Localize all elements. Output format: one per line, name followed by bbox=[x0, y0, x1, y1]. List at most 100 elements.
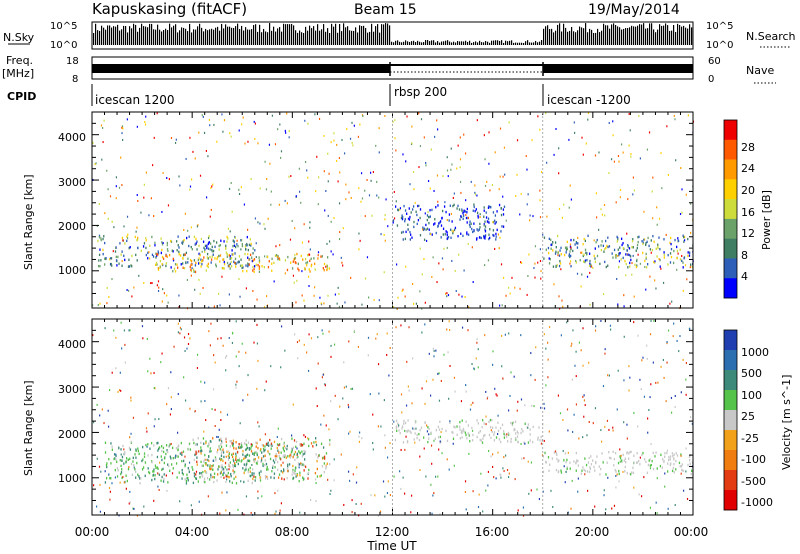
echo-mark bbox=[547, 376, 549, 379]
echo-mark bbox=[304, 160, 307, 163]
echo-mark bbox=[238, 365, 240, 368]
echo-mark bbox=[405, 404, 408, 407]
echo-mark bbox=[361, 303, 363, 306]
echo-mark bbox=[413, 438, 415, 441]
echo-mark bbox=[408, 218, 411, 221]
echo-mark bbox=[99, 248, 101, 251]
nsky-bar bbox=[527, 40, 529, 45]
nsky-bar bbox=[155, 29, 157, 45]
echo-mark bbox=[301, 455, 304, 458]
echo-mark bbox=[303, 343, 305, 346]
echo-mark bbox=[394, 137, 396, 140]
echo-mark bbox=[306, 169, 308, 172]
echo-mark bbox=[202, 470, 204, 474]
echo-mark bbox=[284, 446, 287, 450]
echo-mark bbox=[395, 426, 398, 430]
echo-mark bbox=[205, 441, 207, 445]
echo-mark bbox=[232, 466, 235, 469]
echo-mark bbox=[282, 448, 285, 451]
echo-mark bbox=[136, 238, 139, 241]
echo-mark bbox=[379, 510, 382, 513]
nsky-bar bbox=[361, 25, 363, 45]
echo-mark bbox=[226, 491, 228, 494]
echo-mark bbox=[212, 253, 214, 256]
echo-mark bbox=[386, 353, 388, 356]
echo-mark bbox=[540, 442, 543, 445]
echo-mark bbox=[532, 440, 534, 444]
echo-mark bbox=[516, 173, 518, 176]
echo-mark bbox=[510, 421, 512, 425]
echo-mark bbox=[126, 239, 128, 243]
echo-mark bbox=[411, 208, 414, 211]
echo-mark bbox=[143, 183, 145, 186]
nsky-bar bbox=[639, 24, 641, 45]
echo-mark bbox=[246, 453, 249, 456]
echo-mark bbox=[419, 208, 422, 211]
echo-mark bbox=[214, 425, 216, 428]
echo-mark bbox=[446, 328, 448, 331]
echo-mark bbox=[400, 216, 403, 220]
nsky-bar bbox=[519, 42, 521, 45]
echo-mark bbox=[182, 450, 185, 453]
echo-mark bbox=[613, 464, 615, 467]
echo-mark bbox=[257, 497, 259, 500]
echo-mark bbox=[210, 476, 213, 479]
echo-mark bbox=[276, 468, 279, 472]
echo-mark bbox=[115, 454, 117, 458]
echo-mark bbox=[290, 175, 292, 178]
echo-mark bbox=[190, 274, 192, 277]
nsky-bar bbox=[345, 27, 347, 45]
echo-mark bbox=[474, 209, 476, 213]
echo-mark bbox=[215, 241, 218, 244]
echo-mark bbox=[98, 202, 100, 205]
echo-mark bbox=[232, 452, 235, 456]
echo-mark bbox=[594, 154, 597, 157]
echo-mark bbox=[322, 446, 325, 449]
echo-mark bbox=[326, 256, 329, 259]
echo-mark bbox=[646, 471, 649, 474]
echo-mark bbox=[201, 114, 203, 117]
echo-mark bbox=[459, 180, 462, 183]
echo-mark bbox=[264, 445, 266, 448]
echo-mark bbox=[342, 227, 344, 230]
echo-mark bbox=[673, 114, 675, 117]
echo-mark bbox=[97, 304, 99, 307]
echo-mark bbox=[570, 198, 572, 201]
echo-mark bbox=[275, 453, 277, 456]
echo-mark bbox=[492, 350, 494, 353]
echo-mark bbox=[278, 257, 280, 260]
echo-mark bbox=[170, 137, 173, 140]
echo-mark bbox=[503, 436, 506, 439]
echo-mark bbox=[358, 440, 361, 443]
echo-mark bbox=[198, 500, 200, 503]
echo-mark bbox=[566, 466, 568, 469]
echo-mark bbox=[423, 227, 425, 230]
echo-mark bbox=[490, 206, 492, 209]
nsky-bar bbox=[681, 26, 683, 45]
echo-mark bbox=[419, 234, 422, 237]
echo-mark bbox=[128, 258, 130, 261]
echo-mark bbox=[674, 503, 676, 506]
echo-mark bbox=[438, 372, 440, 375]
echo-mark bbox=[230, 256, 233, 260]
echo-mark bbox=[220, 443, 222, 446]
echo-mark bbox=[328, 267, 331, 270]
echo-mark bbox=[545, 112, 547, 115]
echo-mark bbox=[627, 457, 630, 460]
echo-mark bbox=[252, 474, 254, 478]
echo-mark bbox=[602, 293, 605, 296]
echo-mark bbox=[433, 355, 435, 358]
echo-mark bbox=[576, 459, 578, 462]
nsky-bar bbox=[243, 30, 245, 45]
echo-mark bbox=[395, 419, 398, 422]
echo-mark bbox=[129, 436, 131, 439]
echo-mark bbox=[299, 474, 301, 477]
echo-mark bbox=[130, 396, 132, 399]
echo-mark bbox=[638, 114, 640, 117]
echo-mark bbox=[404, 448, 406, 451]
echo-mark bbox=[503, 470, 505, 473]
echo-mark bbox=[195, 237, 197, 241]
nsky-bar bbox=[121, 29, 123, 45]
echo-mark bbox=[232, 472, 235, 475]
echo-mark bbox=[196, 460, 198, 464]
